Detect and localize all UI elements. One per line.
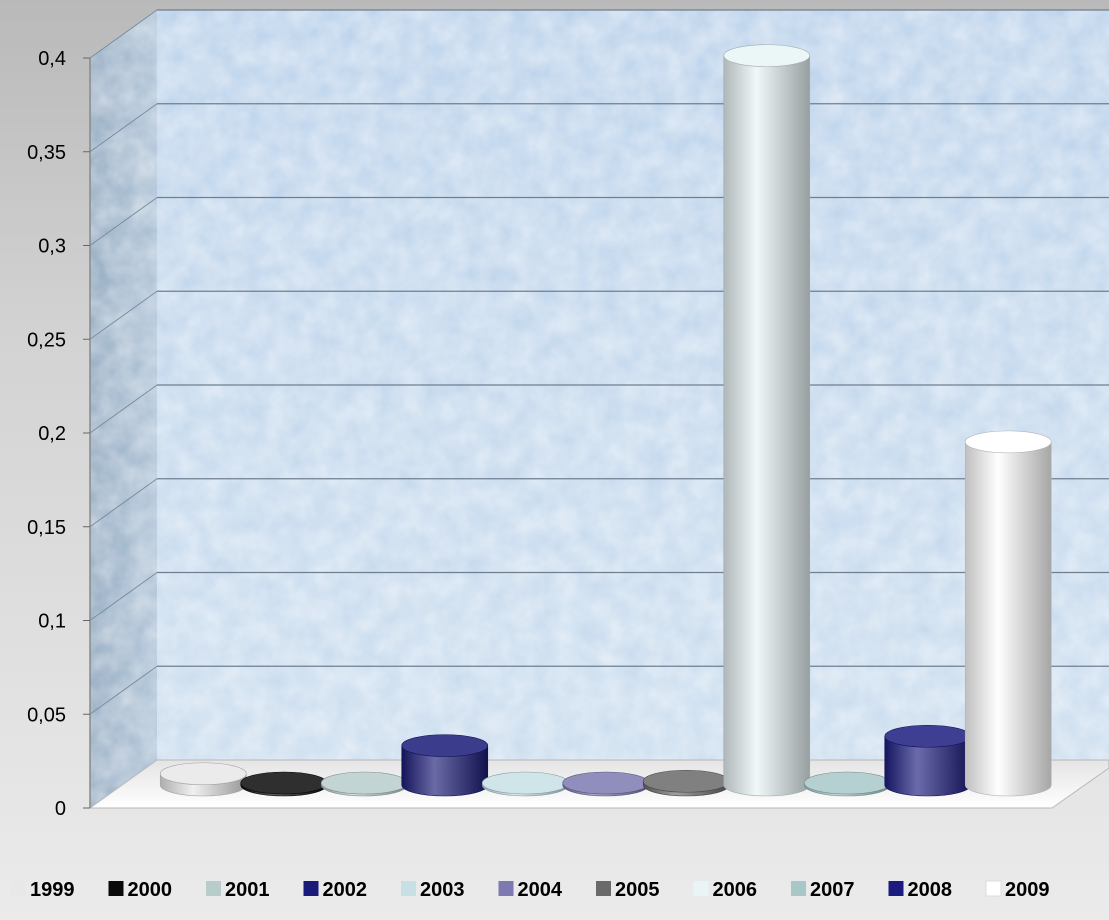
legend-label: 2001 bbox=[225, 879, 270, 901]
bar-top bbox=[240, 771, 328, 795]
bar-2003 bbox=[481, 771, 569, 797]
bar-top bbox=[723, 44, 811, 67]
gridline-side bbox=[89, 665, 158, 715]
legend-item-2002: 2002 bbox=[303, 879, 368, 901]
legend-label: 2008 bbox=[908, 879, 953, 901]
y-tick-label: 0,4 bbox=[38, 48, 66, 70]
bar-top bbox=[642, 769, 730, 793]
legend-item-2007: 2007 bbox=[791, 879, 855, 901]
bar-2008 bbox=[884, 724, 972, 797]
legend-label: 2006 bbox=[713, 879, 758, 901]
legend-item-2000: 2000 bbox=[108, 879, 173, 901]
bar-top bbox=[803, 771, 891, 795]
legend-swatch bbox=[303, 881, 319, 896]
legend-swatch bbox=[108, 881, 124, 896]
legend-label: 2003 bbox=[420, 879, 465, 901]
legend-label: 2004 bbox=[518, 879, 563, 901]
legend-swatch bbox=[693, 881, 709, 896]
bar-2007 bbox=[803, 771, 891, 797]
y-tick-label: 0,05 bbox=[27, 704, 66, 726]
y-tick-label: 0,1 bbox=[38, 611, 66, 633]
legend-label: 1999 bbox=[30, 879, 75, 901]
legend-swatch bbox=[11, 881, 26, 896]
gridline-side bbox=[89, 290, 158, 340]
bars bbox=[159, 44, 1052, 797]
legend-item-2005: 2005 bbox=[596, 879, 660, 901]
bar-2005 bbox=[642, 769, 730, 797]
bar-top bbox=[884, 724, 972, 748]
legend-swatch bbox=[985, 880, 1002, 897]
gridline-side bbox=[89, 572, 158, 621]
legend: 1999 2000 2001 2002 2003 2004 2005 2006 2007 2008… bbox=[11, 879, 1050, 901]
legend-swatch bbox=[791, 881, 806, 896]
bar-2002 bbox=[401, 734, 489, 797]
bar-2004 bbox=[562, 771, 650, 797]
bar-top bbox=[401, 734, 489, 757]
bar-top bbox=[562, 771, 650, 795]
y-tick-label: 0,35 bbox=[27, 142, 66, 164]
legend-item-2006: 2006 bbox=[693, 879, 758, 901]
legend-item-2004: 2004 bbox=[498, 879, 563, 901]
legend-swatch bbox=[498, 881, 514, 896]
bar-top bbox=[159, 762, 247, 786]
gridline-side bbox=[89, 9, 158, 59]
bar-2001 bbox=[320, 771, 408, 797]
bar-top bbox=[964, 430, 1052, 454]
gridline-side bbox=[89, 103, 158, 153]
y-tick-label: 0 bbox=[55, 798, 66, 820]
bar-body bbox=[964, 441, 1052, 797]
gridline-side bbox=[89, 478, 158, 528]
legend-label: 2005 bbox=[615, 879, 660, 901]
bar-2006 bbox=[723, 44, 811, 797]
bar-2000 bbox=[240, 771, 328, 797]
gridline-side bbox=[89, 384, 158, 434]
y-axis: 0 0,05 0,1 0,15 0,2 0,25 0,3 0,35 0,4 bbox=[27, 48, 91, 820]
y-tick-label: 0,25 bbox=[27, 329, 66, 351]
legend-label: 2009 bbox=[1005, 879, 1050, 901]
legend-item-2008: 2008 bbox=[888, 879, 953, 901]
legend-item-2009: 2009 bbox=[985, 879, 1050, 901]
bar-body bbox=[723, 55, 811, 797]
legend-label: 2007 bbox=[810, 879, 855, 901]
y-tick-label: 0,3 bbox=[38, 236, 66, 258]
bar-2009 bbox=[964, 430, 1052, 797]
legend-item-2003: 2003 bbox=[401, 879, 465, 901]
legend-item-1999: 1999 bbox=[11, 879, 75, 901]
legend-item-2001: 2001 bbox=[206, 879, 270, 901]
bar-top bbox=[481, 771, 569, 795]
legend-swatch bbox=[888, 881, 904, 896]
legend-swatch bbox=[206, 881, 221, 896]
y-tick-label: 0,15 bbox=[27, 517, 66, 539]
bar-top bbox=[320, 771, 408, 795]
y-tick-label: 0,2 bbox=[38, 423, 66, 445]
legend-swatch bbox=[596, 881, 611, 896]
legend-swatch bbox=[401, 881, 416, 896]
legend-label: 2002 bbox=[323, 879, 368, 901]
bar-1999 bbox=[159, 762, 247, 797]
legend-label: 2000 bbox=[128, 879, 173, 901]
gridline-side bbox=[89, 197, 158, 246]
gridlines bbox=[89, 9, 1109, 715]
